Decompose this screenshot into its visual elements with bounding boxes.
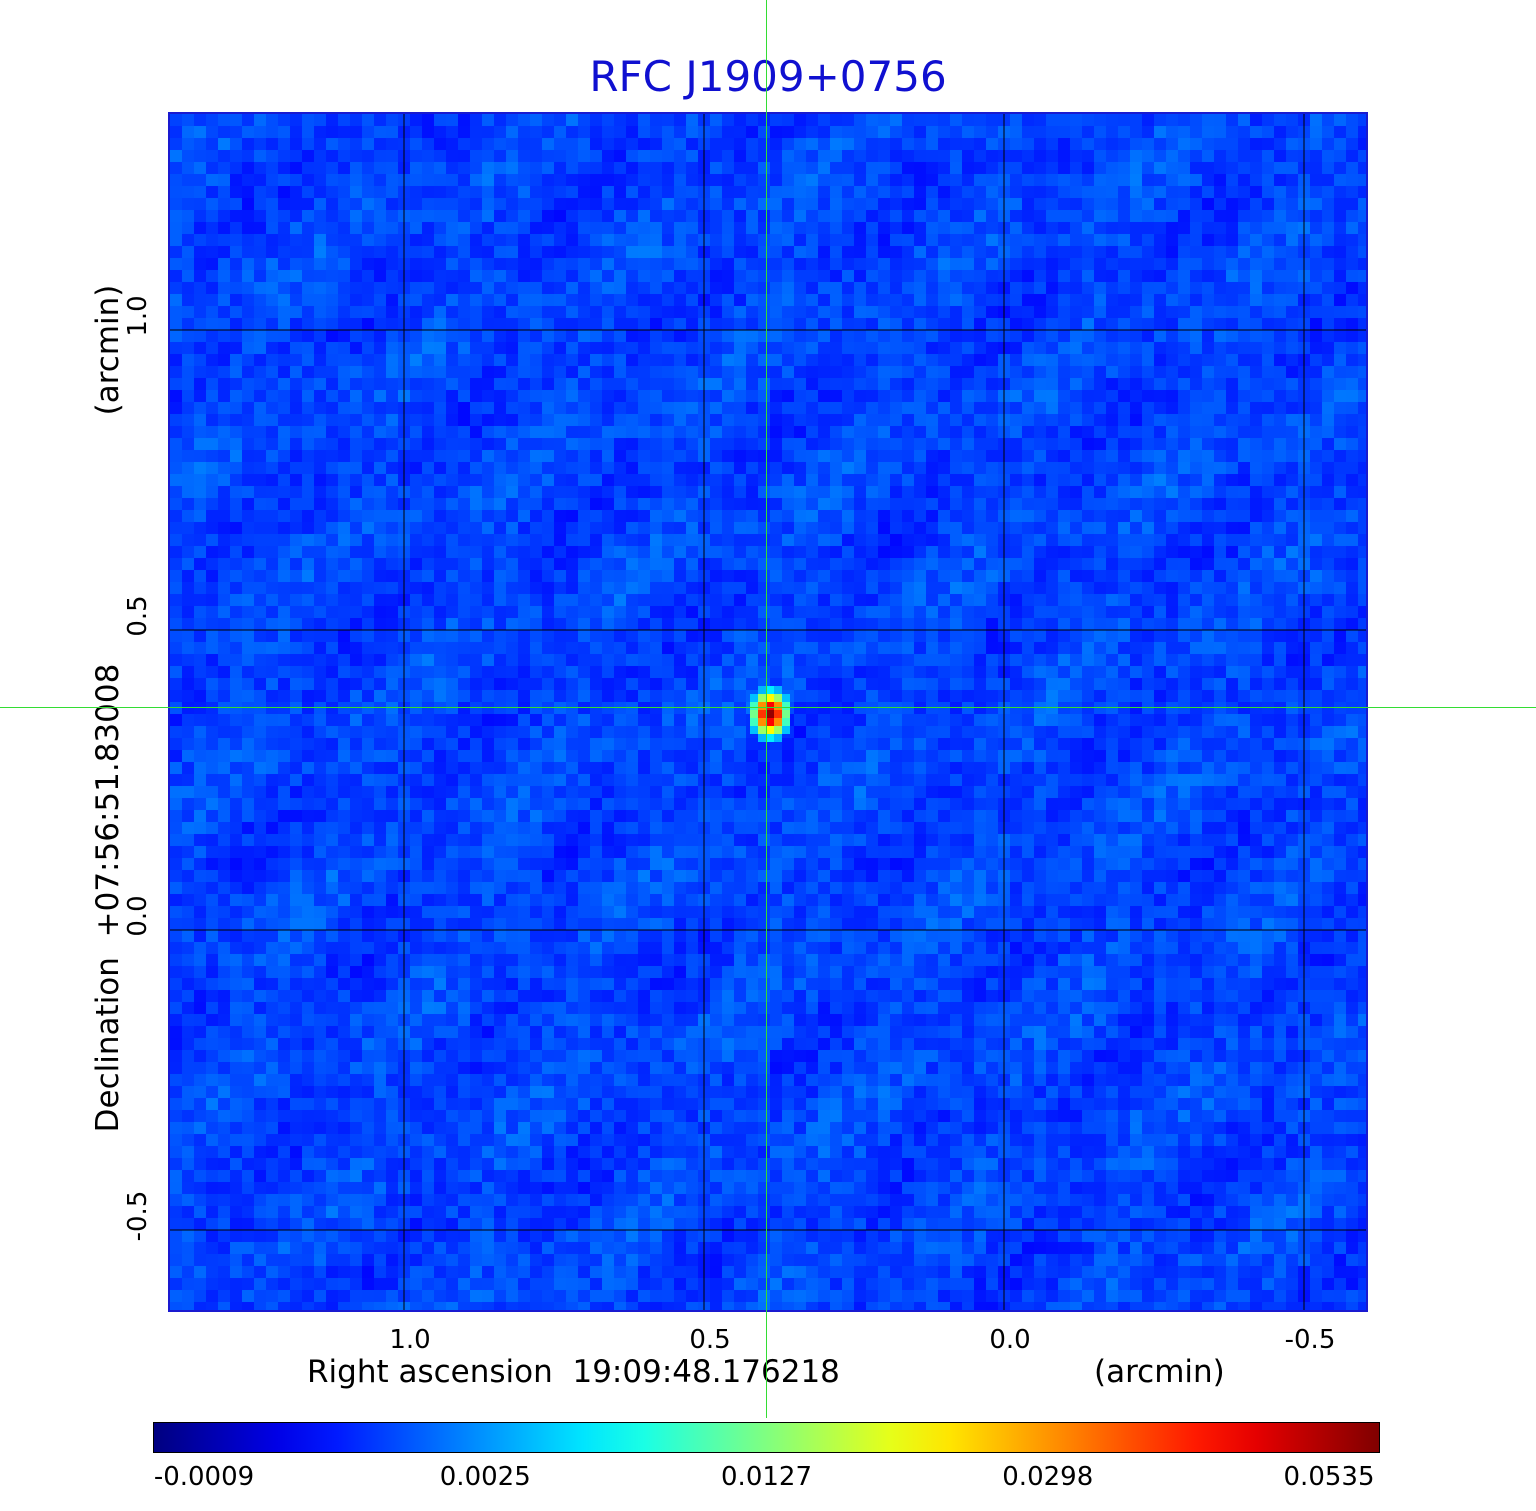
crosshair-vertical (766, 0, 767, 1418)
y-axis-label: Declination +07:56:51.83008 (90, 663, 126, 1133)
colorbar (153, 1422, 1380, 1453)
chart-title: RFC J1909+0756 (589, 52, 947, 101)
y-tick-label: -0.5 (123, 1190, 153, 1242)
crosshair-horizontal (0, 707, 1536, 708)
x-tick-label: 1.0 (389, 1325, 431, 1355)
colorbar-tick-label: 0.0025 (439, 1462, 531, 1492)
image-plot-area (168, 112, 1368, 1312)
y-axis-unit: (arcmin) (90, 284, 126, 416)
colorbar-tick-label: 0.0535 (1283, 1462, 1375, 1492)
intensity-map (170, 114, 1366, 1310)
colorbar-tick-label: -0.0009 (153, 1462, 255, 1492)
colorbar-tick-label: 0.0298 (1002, 1462, 1094, 1492)
x-tick-label: 0.0 (989, 1325, 1031, 1355)
x-tick-label: 0.5 (689, 1325, 731, 1355)
colorbar-tick-label: 0.0127 (721, 1462, 812, 1492)
y-tick-label: 0.5 (123, 595, 153, 637)
x-axis-unit: (arcmin) (1094, 1354, 1225, 1390)
noise-pixels (170, 114, 1366, 1310)
y-tick-label: 0.0 (123, 895, 153, 937)
x-tick-label: -0.5 (1284, 1325, 1336, 1355)
y-tick-label: 1.0 (123, 295, 153, 337)
x-axis-label: Right ascension 19:09:48.176218 (307, 1354, 840, 1390)
radio-source (750, 686, 790, 742)
grid-lines (170, 114, 1366, 1310)
